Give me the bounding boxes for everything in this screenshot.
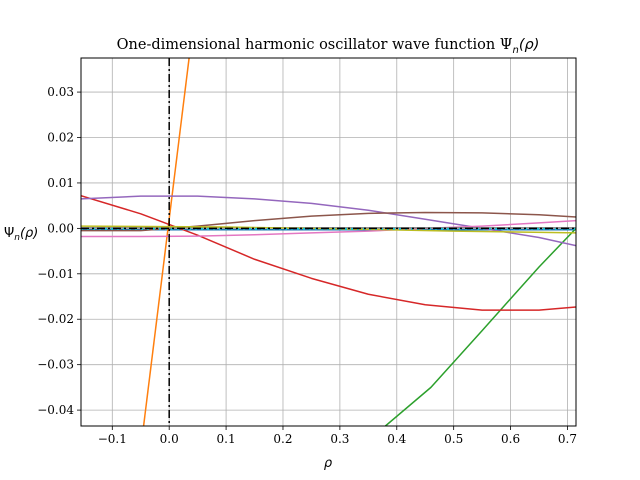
series-group	[81, 58, 576, 426]
chart-title: One-dimensional harmonic oscillator wave…	[117, 37, 540, 56]
y-tick-label: 0.01	[47, 176, 74, 190]
plot-background	[81, 58, 576, 426]
tick-marks: −0.1 0.0 0.1 0.2 0.3 0.4 0.5 0.6 0.7 −0.04 −0.03 −0…	[37, 85, 577, 446]
x-tick-label: 0.2	[273, 432, 292, 446]
plot-area: −0.1 0.0 0.1 0.2 0.3 0.4 0.5 0.6 0.7 −0.04 −0.03 −0…	[37, 57, 577, 446]
y-tick-label: −0.02	[37, 312, 74, 326]
series-line-3	[384, 227, 576, 426]
y-axis-label: Ψn(ρ)	[4, 226, 38, 243]
y-tick-label: 0.03	[47, 85, 74, 99]
chart-title-tail: (ρ)	[519, 37, 540, 53]
y-tick-label: −0.04	[37, 403, 74, 417]
series-line-5	[81, 195, 576, 247]
y-axis-label-main: Ψ	[4, 226, 14, 241]
x-tick-label: 0.6	[501, 432, 520, 446]
grid-lines	[81, 58, 576, 426]
x-tick-label: 0.3	[330, 432, 349, 446]
x-tick-label: 0.5	[444, 432, 463, 446]
chart-title-subscript: n	[512, 45, 518, 56]
x-tick-label: 0.1	[217, 432, 236, 446]
y-tick-label: −0.03	[37, 358, 74, 372]
y-tick-label: 0.00	[47, 221, 74, 235]
y-axis-label-subscript: n	[14, 233, 20, 243]
x-tick-label: −0.1	[98, 432, 127, 446]
x-axis-label: ρ	[324, 456, 333, 471]
chart-title-main: One-dimensional harmonic oscillator wave…	[117, 37, 513, 53]
y-tick-label: 0.02	[47, 131, 74, 145]
x-tick-label: 0.0	[160, 432, 179, 446]
plot-frame	[80, 57, 577, 427]
x-tick-label: 0.7	[558, 432, 577, 446]
x-tick-label: 0.4	[387, 432, 406, 446]
series-line-2	[142, 58, 190, 426]
y-axis-label-tail: (ρ)	[20, 226, 38, 241]
y-tick-label: −0.01	[37, 267, 74, 281]
